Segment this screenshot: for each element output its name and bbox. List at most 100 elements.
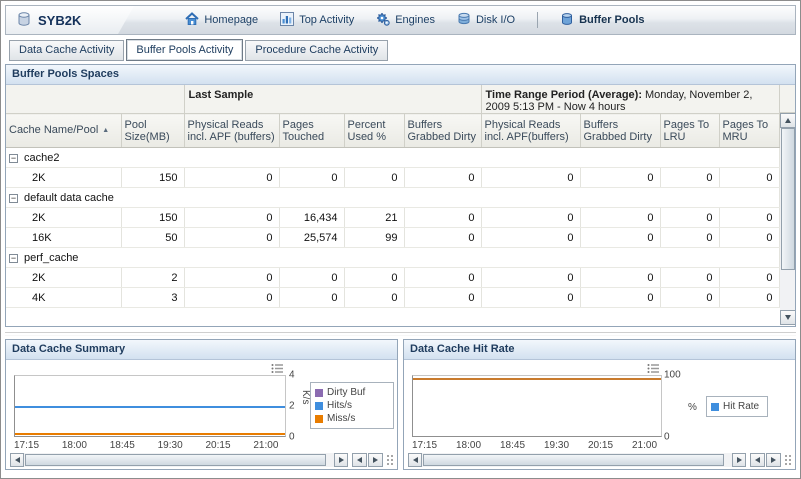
chart-legend: Hit Rate <box>706 396 768 417</box>
column-header-pages-to-mru[interactable]: Pages To MRU <box>719 113 780 148</box>
scrollbar-track[interactable] <box>24 453 334 467</box>
resize-grip-icon[interactable] <box>782 453 794 467</box>
collapse-icon[interactable]: − <box>9 152 18 163</box>
x-axis-tick-label: 20:15 <box>205 440 231 451</box>
column-header-physical-reads-incl-apf-buffers[interactable]: Physical Reads incl. APF (buffers) <box>184 113 280 148</box>
value-cell: 0 <box>719 227 780 248</box>
pager-left-button[interactable] <box>352 453 367 467</box>
tab-procedure-cache-activity[interactable]: Procedure Cache Activity <box>245 40 389 61</box>
scroll-left-button[interactable] <box>10 453 24 467</box>
column-header-cache-name-pool[interactable]: Cache Name/Pool ▲ <box>6 113 122 148</box>
server-name: SYB2K <box>38 12 82 28</box>
scrollbar-cap <box>779 85 795 113</box>
legend-item-hits-s: Hits/s <box>315 399 389 412</box>
arrow-left-icon <box>357 457 362 463</box>
main-nav: Homepage Top Activity Engines Disk I/O B… <box>185 11 645 29</box>
y-axis: 0 100 <box>664 370 686 443</box>
group-header-time-range: Time Range Period (Average): Monday, Nove… <box>481 85 780 114</box>
chart-menu-icon[interactable] <box>647 363 661 375</box>
sort-ascending-icon: ▲ <box>102 126 110 134</box>
value-cell: 0 <box>481 287 581 308</box>
table-scrollbar-column <box>779 85 795 325</box>
scroll-right-button[interactable] <box>732 453 746 467</box>
value-cell: 0 <box>660 227 720 248</box>
value-cell: 0 <box>719 167 780 188</box>
scroll-right-button[interactable] <box>334 453 348 467</box>
scroll-up-button[interactable] <box>779 113 795 128</box>
series-line-miss-s <box>15 433 285 435</box>
value-cell: 0 <box>404 287 482 308</box>
cache-group-cell: − default data cache <box>6 187 780 208</box>
arrow-left-icon <box>412 457 418 463</box>
disk-icon <box>457 12 471 29</box>
scroll-down-button[interactable] <box>779 310 795 325</box>
x-axis-tick-label: 19:30 <box>157 440 183 451</box>
value-cell: 0 <box>719 287 780 308</box>
column-header-label: Pool Size(MB) <box>124 118 170 143</box>
y-axis-tick-label: 0 <box>289 431 295 443</box>
value-cell: 0 <box>719 267 780 288</box>
collapse-icon[interactable]: − <box>9 252 18 263</box>
nav-buffer-pools[interactable]: Buffer Pools <box>560 12 645 29</box>
database-icon <box>16 11 32 30</box>
value-cell: 0 <box>719 207 780 228</box>
scrollbar-thumb[interactable] <box>423 454 724 466</box>
scrollbar-thumb[interactable] <box>25 454 326 466</box>
chart-horizontal-scrollbar[interactable] <box>408 453 746 467</box>
nav-homepage[interactable]: Homepage <box>185 11 258 29</box>
column-header-buffers-grabbed-dirty[interactable]: Buffers Grabbed Dirty <box>580 113 661 148</box>
gears-icon <box>376 12 390 29</box>
column-header-label: Pages To LRU <box>663 118 710 143</box>
scrollbar-track[interactable] <box>779 128 795 310</box>
scrollbar-track[interactable] <box>422 453 732 467</box>
tab-strip: Data Cache Activity Buffer Pools Activit… <box>5 39 796 61</box>
column-header-pages-touched[interactable]: Pages Touched <box>279 113 345 148</box>
chart-menu-icon[interactable] <box>271 363 285 375</box>
cache-group-cell: − perf_cache <box>6 247 780 268</box>
pager-right-button[interactable] <box>766 453 781 467</box>
column-header-physical-reads-incl-apf-buffers[interactable]: Physical Reads incl. APF(buffers) <box>481 113 581 148</box>
value-cell: 0 <box>580 287 661 308</box>
nav-label: Top Activity <box>299 14 355 26</box>
pager-right-button[interactable] <box>368 453 383 467</box>
pool-row: 16K 50 0 25,574 99 0 0 0 0 0 <box>6 227 780 248</box>
data-cache-summary-chart: 0 2 4 K/s 17:15 18:00 18:45 19:30 20:15 21:00 Dirt… <box>6 360 397 470</box>
group-header-last-sample: Last Sample <box>184 85 482 114</box>
nav-engines[interactable]: Engines <box>376 12 435 29</box>
collapse-icon[interactable]: − <box>9 192 18 203</box>
cache-name: default data cache <box>24 191 114 204</box>
x-axis-tick-label: 20:15 <box>588 440 614 451</box>
nav-label: Engines <box>395 14 435 26</box>
nav-label: Disk I/O <box>475 14 516 26</box>
cache-group-row: − default data cache <box>6 187 780 208</box>
nav-separator <box>537 12 539 28</box>
value-cell: 0 <box>184 207 280 228</box>
x-axis-tick-label: 21:00 <box>632 440 658 451</box>
cache-group-row: − cache2 <box>6 147 780 168</box>
y-axis-unit-label: % <box>688 402 697 413</box>
legend-swatch-hit-rate <box>711 402 719 411</box>
tab-data-cache-activity[interactable]: Data Cache Activity <box>9 40 125 61</box>
nav-disk-io[interactable]: Disk I/O <box>457 12 515 29</box>
value-cell: 0 <box>404 227 482 248</box>
value-cell: 2 <box>121 267 185 288</box>
buffer-pools-spaces-panel: Buffer Pools Spaces Last Sample Time Ran… <box>5 64 796 327</box>
y-axis: 0 2 4 <box>289 370 303 443</box>
column-header-pool-size-mb[interactable]: Pool Size(MB) <box>121 113 185 148</box>
column-header-pages-to-lru[interactable]: Pages To LRU <box>660 113 720 148</box>
column-header-percent-used[interactable]: Percent Used % <box>344 113 405 148</box>
legend-item-dirty-buf: Dirty Buf <box>315 386 389 399</box>
value-cell: 0 <box>481 267 581 288</box>
pager-left-button[interactable] <box>750 453 765 467</box>
chart-horizontal-scrollbar[interactable] <box>10 453 348 467</box>
column-header-buffers-grabbed-dirty[interactable]: Buffers Grabbed Dirty <box>404 113 482 148</box>
table-vertical-scrollbar[interactable] <box>779 113 795 325</box>
legend-label: Hits/s <box>327 400 352 411</box>
nav-top-activity[interactable]: Top Activity <box>280 11 355 29</box>
scroll-left-button[interactable] <box>408 453 422 467</box>
tab-buffer-pools-activity[interactable]: Buffer Pools Activity <box>126 39 244 61</box>
horizontal-splitter[interactable] <box>5 327 796 339</box>
scrollbar-thumb[interactable] <box>780 128 795 270</box>
resize-grip-icon[interactable] <box>384 453 396 467</box>
